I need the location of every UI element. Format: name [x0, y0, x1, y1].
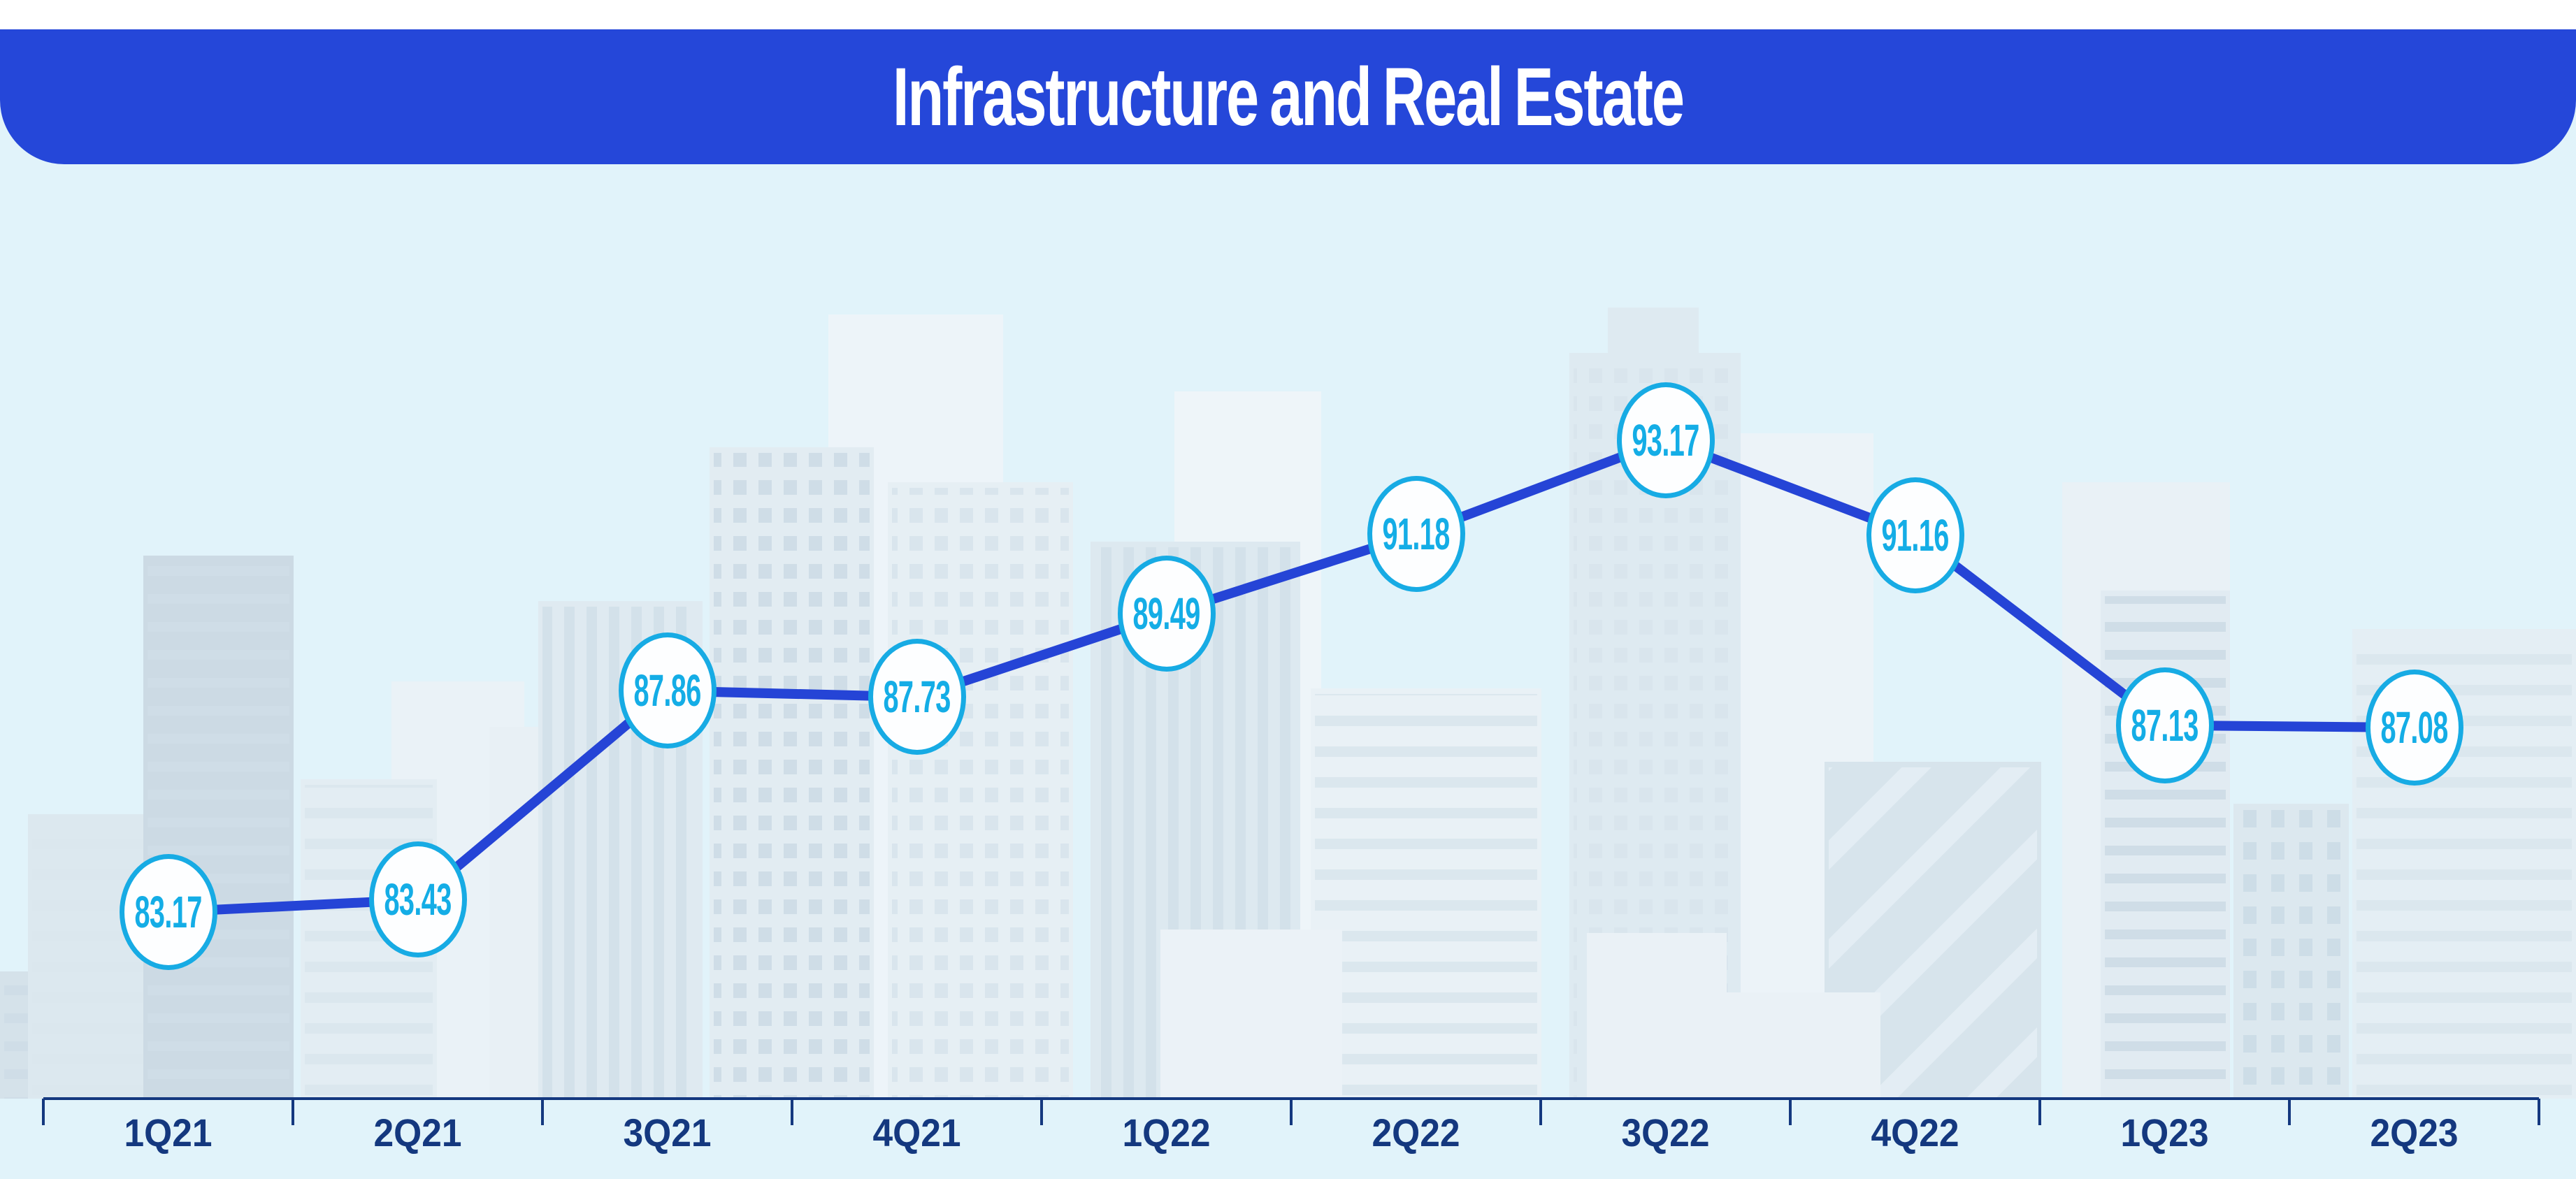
data-point-marker: 83.43 [368, 841, 467, 958]
data-line [163, 435, 2419, 917]
x-axis-label: 1Q23 [2040, 1110, 2289, 1155]
data-point-value: 83.17 [134, 887, 202, 937]
data-point-marker: 87.13 [2115, 667, 2214, 783]
data-point-marker: 93.17 [1616, 382, 1715, 498]
building [2233, 804, 2349, 1099]
data-point-marker: 83.17 [119, 854, 217, 970]
building [1160, 930, 1342, 1099]
x-axis-label-text: 2Q21 [373, 1111, 462, 1155]
x-axis-label: 3Q21 [542, 1110, 792, 1155]
x-axis-label: 3Q22 [1541, 1110, 1790, 1155]
data-point-value: 83.43 [384, 874, 452, 925]
data-point-marker: 87.73 [868, 639, 966, 755]
x-axis-label: 4Q21 [792, 1110, 1042, 1155]
x-axis-label-text: 3Q22 [1621, 1111, 1710, 1155]
data-point-value: 93.17 [1632, 415, 1699, 465]
data-point-marker: 91.16 [1866, 477, 1964, 593]
data-point-marker: 89.49 [1117, 556, 1216, 672]
x-axis-label-text: 4Q21 [872, 1111, 961, 1155]
x-axis-label-text: 4Q22 [1871, 1111, 1959, 1155]
data-point-value: 89.49 [1132, 588, 1200, 639]
x-axis-label-text: 3Q21 [623, 1111, 712, 1155]
building [1587, 933, 1727, 1099]
x-axis-label: 1Q22 [1042, 1110, 1291, 1155]
building [710, 447, 874, 1099]
building [888, 482, 1073, 1099]
building [538, 601, 703, 1099]
x-axis-label: 2Q21 [293, 1110, 542, 1155]
building [143, 556, 294, 1099]
x-axis-label: 1Q21 [43, 1110, 293, 1155]
data-point-value: 91.16 [1881, 509, 1949, 560]
building [1311, 688, 1541, 1099]
x-axis-label-text: 2Q23 [2370, 1111, 2459, 1155]
data-point-marker: 87.08 [2365, 670, 2463, 786]
building [301, 779, 437, 1099]
title-banner: Infrastructure and Real Estate [0, 29, 2576, 164]
data-point-value: 91.18 [1382, 509, 1450, 560]
data-point-marker: 87.86 [618, 632, 717, 749]
x-axis-label: 4Q22 [1790, 1110, 2040, 1155]
data-point-marker: 91.18 [1367, 476, 1465, 593]
x-axis-label-text: 1Q21 [124, 1111, 213, 1155]
chart-title: Infrastructure and Real Estate [893, 50, 1685, 143]
x-axis-label-text: 1Q22 [1122, 1111, 1211, 1155]
x-axis-label: 2Q23 [2289, 1110, 2539, 1155]
data-point-value: 87.13 [2131, 700, 2199, 751]
x-axis-label-text: 1Q23 [2120, 1111, 2209, 1155]
x-axis-label: 2Q22 [1291, 1110, 1541, 1155]
data-point-value: 87.73 [883, 672, 951, 723]
data-point-value: 87.86 [633, 665, 701, 716]
data-point-value: 87.08 [2380, 702, 2448, 753]
building [2101, 591, 2230, 1099]
x-axis-label-text: 2Q22 [1372, 1111, 1460, 1155]
building [1727, 992, 1880, 1099]
